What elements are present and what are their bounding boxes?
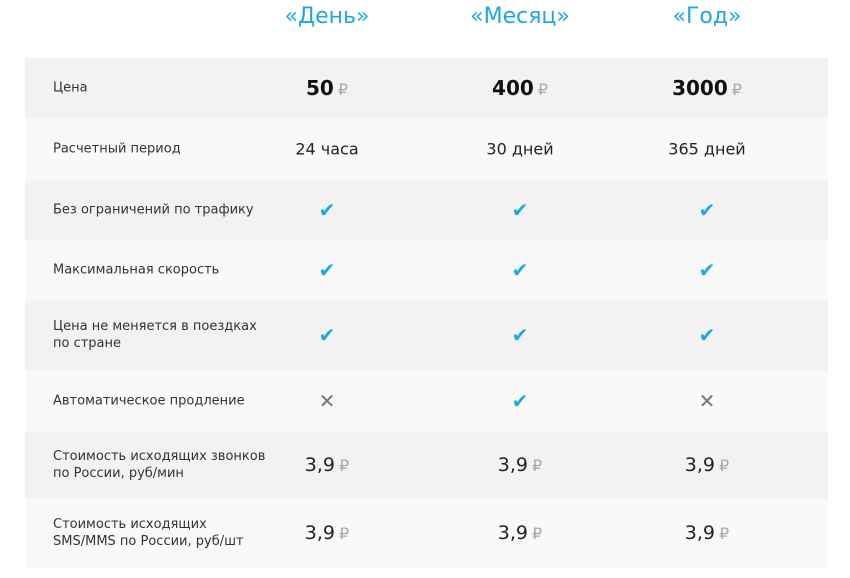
value-text: 400 [492, 76, 534, 100]
cell-value: 3,9 ₽ [685, 454, 729, 476]
value-text: 30 дней [486, 139, 554, 159]
table-row: Максимальная скорость ✔ ✔ ✔ [25, 240, 828, 300]
cell-value: 3000 ₽ [672, 76, 742, 100]
cell-value: 3,9 ₽ [498, 454, 542, 476]
cell-value: 3,9 ₽ [305, 454, 349, 476]
value-text: 50 [305, 76, 334, 100]
row-label: Максимальная скорость [53, 262, 220, 278]
cross-icon: ✕ [318, 389, 336, 413]
checkmark-icon: ✔ [318, 198, 336, 222]
checkmark-icon: ✔ [698, 323, 716, 347]
table-row: Расчетный период 24 часа 30 дней 365 дней [25, 118, 828, 180]
checkmark-icon: ✔ [318, 323, 336, 347]
table-row: Стоимость исходящих SMS/MMS по России, р… [25, 498, 828, 568]
value-text: 3,9 [304, 454, 336, 476]
checkmark-icon: ✔ [698, 258, 716, 282]
table-row: Цена не меняется в поездках по стране ✔ ✔ ✔ [25, 300, 828, 370]
ruble-sign: ₽ [731, 80, 742, 99]
checkmark-icon: ✔ [698, 198, 716, 222]
cell-value: 3,9 ₽ [498, 522, 542, 544]
value-text: 365 дней [668, 139, 746, 159]
cell-value: 400 ₽ [492, 76, 548, 100]
ruble-sign: ₽ [719, 524, 730, 543]
row-label: Расчетный период [53, 141, 181, 157]
checkmark-icon: ✔ [511, 198, 529, 222]
checkmark-icon: ✔ [318, 258, 336, 282]
cell-value: 24 часа [295, 140, 358, 159]
ruble-sign: ₽ [532, 524, 543, 543]
table-row: Автоматическое продление ✕ ✔ ✕ [25, 370, 828, 432]
value-text: 3000 [672, 76, 728, 100]
cell-value: 3,9 ₽ [685, 522, 729, 544]
row-label: Цена не меняется в поездках по стране [53, 319, 257, 351]
value-text: 24 часа [295, 139, 359, 159]
cell-value: 30 дней [486, 140, 553, 159]
ruble-sign: ₽ [537, 80, 548, 99]
cross-icon: ✕ [698, 389, 716, 413]
checkmark-icon: ✔ [511, 258, 529, 282]
row-label: Без ограничений по трафику [53, 202, 254, 218]
ruble-sign: ₽ [719, 456, 730, 475]
table-row: Цена 50 ₽400 ₽3000 ₽ [25, 58, 828, 118]
value-text: 3,9 [304, 522, 336, 544]
value-text: 3,9 [497, 454, 529, 476]
row-label: Автоматическое продление [53, 393, 245, 409]
ruble-sign: ₽ [339, 456, 350, 475]
cell-value: 3,9 ₽ [305, 522, 349, 544]
value-text: 3,9 [497, 522, 529, 544]
ruble-sign: ₽ [532, 456, 543, 475]
column-header-year: «Год» [672, 4, 742, 29]
checkmark-icon: ✔ [511, 323, 529, 347]
ruble-sign: ₽ [337, 80, 349, 99]
cell-value: 365 дней [668, 140, 745, 159]
checkmark-icon: ✔ [511, 389, 529, 413]
row-label: Стоимость исходящих SMS/MMS по России, р… [53, 517, 244, 549]
ruble-sign: ₽ [339, 524, 350, 543]
table-row: Стоимость исходящих звонков по России, р… [25, 432, 828, 498]
value-text: 3,9 [684, 454, 716, 476]
row-label: Стоимость исходящих звонков по России, р… [53, 449, 266, 481]
cell-value: 50 ₽ [306, 76, 348, 100]
row-label: Цена [53, 80, 88, 96]
column-header-month: «Месяц» [470, 4, 570, 29]
column-header-day: «День» [284, 4, 370, 29]
value-text: 3,9 [684, 522, 716, 544]
table-row: Без ограничений по трафику ✔ ✔ ✔ [25, 180, 828, 240]
